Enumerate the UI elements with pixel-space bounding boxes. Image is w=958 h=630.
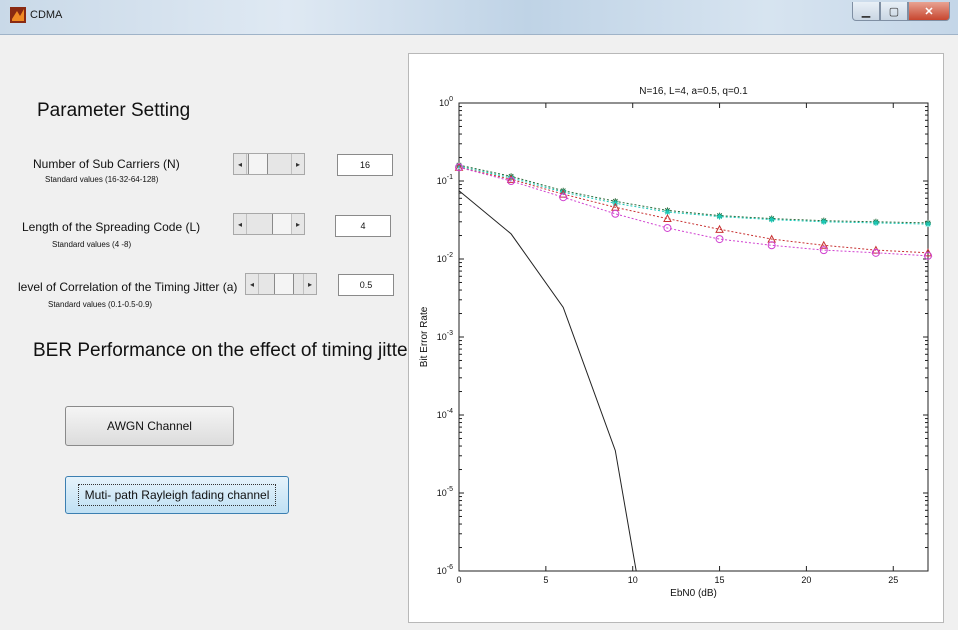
slider-thumb[interactable]: [248, 154, 268, 174]
data-point: [924, 251, 932, 260]
series-line: [459, 164, 928, 224]
y-tick-label: 10-5: [437, 486, 453, 498]
data-point: [611, 209, 620, 218]
y-tick-label: 10-1: [437, 174, 453, 186]
data-point: [768, 216, 775, 223]
x-tick-label: 20: [801, 575, 811, 585]
series-line: [459, 190, 637, 571]
x-tick-label: 25: [888, 575, 898, 585]
y-tick-label: 10-3: [437, 330, 453, 342]
title-bar: CDMA ▁ ▢ ✕: [0, 0, 958, 35]
data-point: [925, 221, 931, 228]
x-tick-label: 15: [715, 575, 725, 585]
series-line: [459, 166, 928, 254]
ber-heading: BER Performance on the effect of timing …: [33, 340, 444, 361]
param-hint-a: Standard values (0.1-0.5-0.9): [48, 300, 153, 309]
slider-right-arrow-icon[interactable]: ▸: [291, 214, 304, 234]
data-point: [716, 213, 723, 220]
data-point: [560, 189, 567, 196]
slider-right-arrow-icon[interactable]: ▸: [291, 154, 304, 174]
plot-panel: N=16, L=4, a=0.5, q=0.1 0 5 10 15 20 25 100 10-1…: [408, 53, 944, 623]
value-box-a[interactable]: 0.5: [338, 274, 394, 296]
y-tick-label: 10-2: [437, 252, 453, 264]
awgn-channel-button[interactable]: AWGN Channel: [65, 406, 234, 446]
data-point: [506, 174, 516, 183]
param-label-n: Number of Sub Carriers (N): [33, 157, 180, 171]
param-hint-l: Standard values (4 -8): [52, 240, 132, 249]
value-box-n[interactable]: 16: [337, 154, 393, 176]
x-tick-label: 0: [456, 575, 461, 585]
slider-left-arrow-icon[interactable]: ◂: [234, 154, 247, 174]
slider-right-arrow-icon[interactable]: ▸: [303, 274, 316, 294]
y-tick-label: 10-4: [437, 408, 453, 420]
value-box-l[interactable]: 4: [335, 215, 391, 237]
data-point: [872, 219, 879, 226]
data-point: [871, 248, 880, 257]
rayleigh-button-label: Muti- path Rayleigh fading channel: [77, 484, 277, 506]
series-line: [459, 165, 928, 225]
chart-title: N=16, L=4, a=0.5, q=0.1: [639, 86, 748, 97]
slider-left-arrow-icon[interactable]: ◂: [234, 214, 247, 234]
data-point: [715, 235, 724, 244]
slider-l[interactable]: ◂ ▸: [233, 213, 305, 235]
slider-thumb[interactable]: [272, 214, 292, 234]
ber-chart: N=16, L=4, a=0.5, q=0.1 0 5 10 15 20 25 100 10-1…: [419, 86, 933, 599]
y-tick-label: 10-6: [437, 564, 453, 576]
window-title: CDMA: [30, 9, 63, 21]
close-button[interactable]: ✕: [908, 2, 950, 21]
param-hint-n: Standard values (16-32-64-128): [45, 175, 159, 184]
x-axis-label: EbN0 (dB): [670, 588, 717, 599]
rayleigh-channel-button[interactable]: Muti- path Rayleigh fading channel: [65, 476, 289, 514]
data-point: [455, 163, 463, 172]
slider-left-arrow-icon[interactable]: ◂: [246, 274, 259, 294]
close-icon: ✕: [924, 5, 934, 18]
matlab-icon: [10, 7, 26, 23]
data-point: [767, 241, 776, 250]
data-point: [819, 246, 828, 255]
y-axis-label: Bit Error Rate: [419, 306, 430, 367]
y-tick-label: 100: [439, 96, 453, 108]
slider-n[interactable]: ◂ ▸: [233, 153, 305, 175]
data-point: [663, 214, 672, 223]
slider-a[interactable]: ◂ ▸: [245, 273, 317, 295]
x-tick-label: 5: [543, 575, 548, 585]
window-controls: ▁ ▢ ✕: [852, 2, 950, 21]
data-point: [820, 218, 827, 225]
param-label-a: level of Correlation of the Timing Jitte…: [18, 280, 238, 294]
data-point: [819, 240, 829, 249]
data-point: [664, 209, 671, 216]
data-point: [507, 177, 516, 185]
series-line: [459, 166, 928, 257]
x-tick-label: 10: [628, 575, 638, 585]
maximize-icon: ▢: [888, 5, 900, 18]
minimize-button[interactable]: ▁: [852, 2, 880, 21]
data-point: [559, 193, 568, 202]
minimize-icon: ▁: [861, 5, 871, 18]
maximize-button[interactable]: ▢: [880, 2, 908, 21]
data-point: [456, 163, 462, 170]
data-point: [715, 224, 724, 233]
param-label-l: Length of the Spreading Code (L): [22, 220, 201, 234]
plot-area: [458, 102, 929, 572]
data-point: [663, 223, 672, 232]
parameter-heading: Parameter Setting: [37, 100, 191, 121]
slider-thumb[interactable]: [274, 274, 294, 294]
